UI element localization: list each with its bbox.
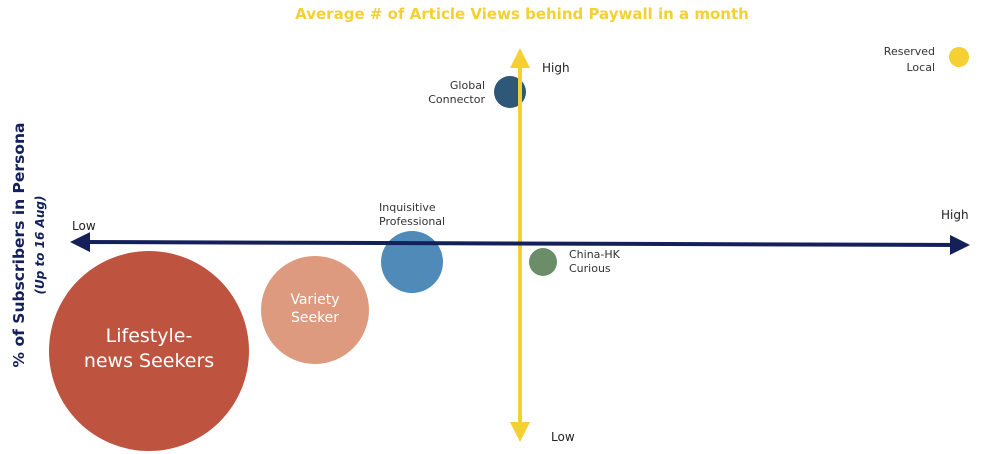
bubble-lifestyle-news-seekers <box>49 251 249 451</box>
x-axis-low-label: Low <box>72 219 96 233</box>
y-axis-low-label: Low <box>551 430 575 444</box>
bubble-label-global-connector: Global Connector <box>428 79 485 106</box>
bubble-label-line: Seeker <box>291 310 339 326</box>
bubbles-layer <box>49 47 969 451</box>
bubble-label-line: Lifestyle- <box>106 325 193 347</box>
bubble-label-line: Curious <box>569 262 611 275</box>
x-axis-high-label: High <box>941 208 969 222</box>
y-axis-subtitle: (Up to 16 Aug) <box>33 196 47 295</box>
bubble-label-line: China-HK <box>569 248 621 261</box>
bubble-label-lifestyle-news-seekers: Lifestyle-news Seekers <box>84 325 214 372</box>
bubble-label-line: Professional <box>379 215 445 228</box>
bubble-inquisitive-professional <box>381 231 443 293</box>
bubble-label-line: Local <box>906 61 935 74</box>
bubble-label-line: Global <box>450 79 485 92</box>
bubble-label-line: Inquisitive <box>379 201 436 214</box>
labels-layer: Global Connector Reserved Local Inquisitive P… <box>84 45 935 372</box>
bubble-label-line: news Seekers <box>84 350 214 372</box>
y-axis-title: % of Subscribers in Persona <box>10 123 28 368</box>
bubble-china-hk-curious <box>529 248 557 276</box>
horizontal-axis <box>70 232 970 255</box>
chart-title: Average # of Article Views behind Paywal… <box>295 5 749 23</box>
bubble-label-china-hk-curious: China-HK Curious <box>569 248 621 275</box>
bubble-label-line: Connector <box>428 93 485 106</box>
y-axis-high-label: High <box>542 61 570 75</box>
bubble-label-variety-seeker: Variety Seeker <box>290 292 339 326</box>
bubble-variety-seeker <box>261 256 369 364</box>
bubble-label-inquisitive-professional: Inquisitive Professional <box>379 201 445 228</box>
bubble-label-reserved-local: Reserved Local <box>884 45 935 74</box>
bubble-label-line: Variety <box>290 292 339 308</box>
bubble-label-line: Reserved <box>884 45 935 58</box>
bubble-reserved-local <box>949 47 969 67</box>
